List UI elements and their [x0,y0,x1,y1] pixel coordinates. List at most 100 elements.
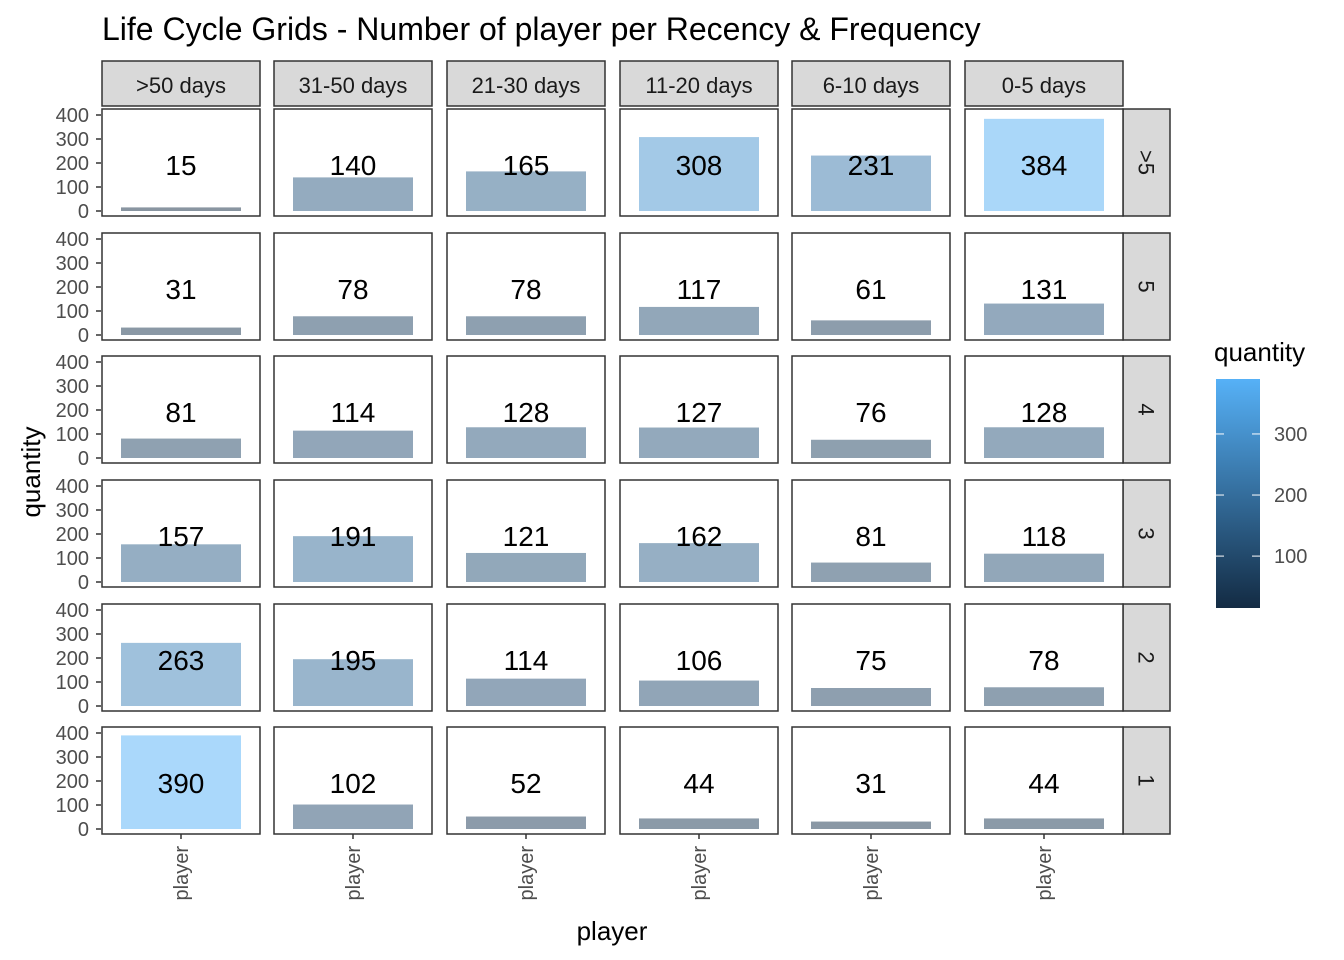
bar-value-label: 61 [855,274,886,305]
column-strip-label: 0-5 days [1002,73,1086,98]
column-strip [273,60,433,107]
bar-value-label: 165 [503,150,550,181]
bar [293,177,413,211]
y-tick-label: 200 [56,153,89,175]
y-tick-label: 0 [78,572,89,594]
bar [121,642,241,706]
y-tick-label: 400 [56,723,89,745]
y-tick-label: 200 [56,277,89,299]
y-tick-label: 200 [56,648,89,670]
y-tick-label: 0 [78,696,89,718]
column-strip-label: >50 days [136,73,226,98]
color-legend: quantity 100 200 300 [1214,337,1307,608]
bar [121,327,241,335]
y-tick-label: 100 [56,795,89,817]
bar [121,735,241,829]
bar [121,544,241,582]
bar-value-label: 75 [855,645,886,676]
x-tick-label: player [1034,846,1056,901]
bar-value-label: 78 [337,274,368,305]
x-tick-label: player [516,846,538,901]
bar [293,430,413,458]
bar-value-label: 231 [848,150,895,181]
y-tick-label: 100 [56,301,89,323]
y-tick-label: 0 [78,325,89,347]
y-tick-label: 200 [56,524,89,546]
bar [984,303,1104,335]
bar-value-label: 384 [1021,150,1068,181]
bar [293,316,413,335]
bar-value-label: 195 [330,645,377,676]
bar [811,688,931,706]
bar [121,438,241,458]
y-tick-label: 100 [56,672,89,694]
bar-value-label: 118 [1022,521,1067,552]
legend-colorbar [1216,379,1260,608]
bar-value-label: 128 [503,397,550,428]
legend-ticks: 100 200 300 [1216,424,1307,568]
row-strip [1122,726,1171,835]
column-strip-label: 6-10 days [823,73,920,98]
bar [293,659,413,706]
bar [639,306,759,335]
row-strip-label: 2 [1134,651,1159,663]
legend-tick-label: 200 [1274,485,1307,507]
bar-value-label: 191 [330,521,377,552]
y-tick-label: 0 [78,448,89,470]
bar [811,821,931,829]
bar-value-label: 81 [855,521,886,552]
bar [984,818,1104,829]
bar-value-label: 76 [855,397,886,428]
row-strip [1122,232,1171,341]
bar-value-label: 157 [158,521,205,552]
y-tick-label: 100 [56,548,89,570]
bar [984,427,1104,458]
legend-tick-label: 300 [1274,424,1307,446]
bar [466,816,586,829]
y-tick-label: 300 [56,500,89,522]
column-strip-label: 21-30 days [472,73,581,98]
row-strip-label: 3 [1134,527,1159,539]
column-strip-label: 31-50 days [299,73,408,98]
y-tick-label: 300 [56,624,89,646]
y-tick-label: 400 [56,476,89,498]
bar-value-label: 263 [158,645,205,676]
facet-panels: >50 days 31-50 days 21-30 days 11-20 days 6-… [56,60,1171,901]
facet-panel [964,726,1124,835]
bar [811,562,931,582]
y-tick-label: 100 [56,177,89,199]
bar [639,680,759,706]
y-tick-label: 0 [78,201,89,223]
legend-title: quantity [1214,337,1305,367]
bar-value-label: 31 [165,274,196,305]
bar-value-label: 102 [330,768,377,799]
row-strip-label: 4 [1134,403,1159,415]
bar [293,804,413,829]
bar-value-label: 52 [510,768,541,799]
bar-value-label: 127 [676,397,723,428]
y-tick-label: 400 [56,229,89,251]
y-tick-label: 400 [56,600,89,622]
y-axis-title: quantity [16,426,46,517]
y-tick-label: 100 [56,424,89,446]
bar [639,543,759,582]
legend-tick-label: 100 [1274,546,1307,568]
y-tick-label: 300 [56,253,89,275]
bar-value-label: 106 [676,645,723,676]
bar-value-label: 121 [503,521,550,552]
x-tick-label: player [171,846,193,901]
y-tick-label: 400 [56,105,89,127]
row-strip [1122,108,1171,217]
bar-value-label: 44 [683,768,714,799]
bar [639,137,759,211]
y-tick-label: 300 [56,747,89,769]
y-tick-label: 0 [78,819,89,841]
bar [984,553,1104,582]
facet-panel [446,726,606,835]
bar-value-label: 140 [330,150,377,181]
bar [811,320,931,335]
column-strip [964,60,1124,107]
column-strip [619,60,779,107]
y-tick-label: 300 [56,129,89,151]
